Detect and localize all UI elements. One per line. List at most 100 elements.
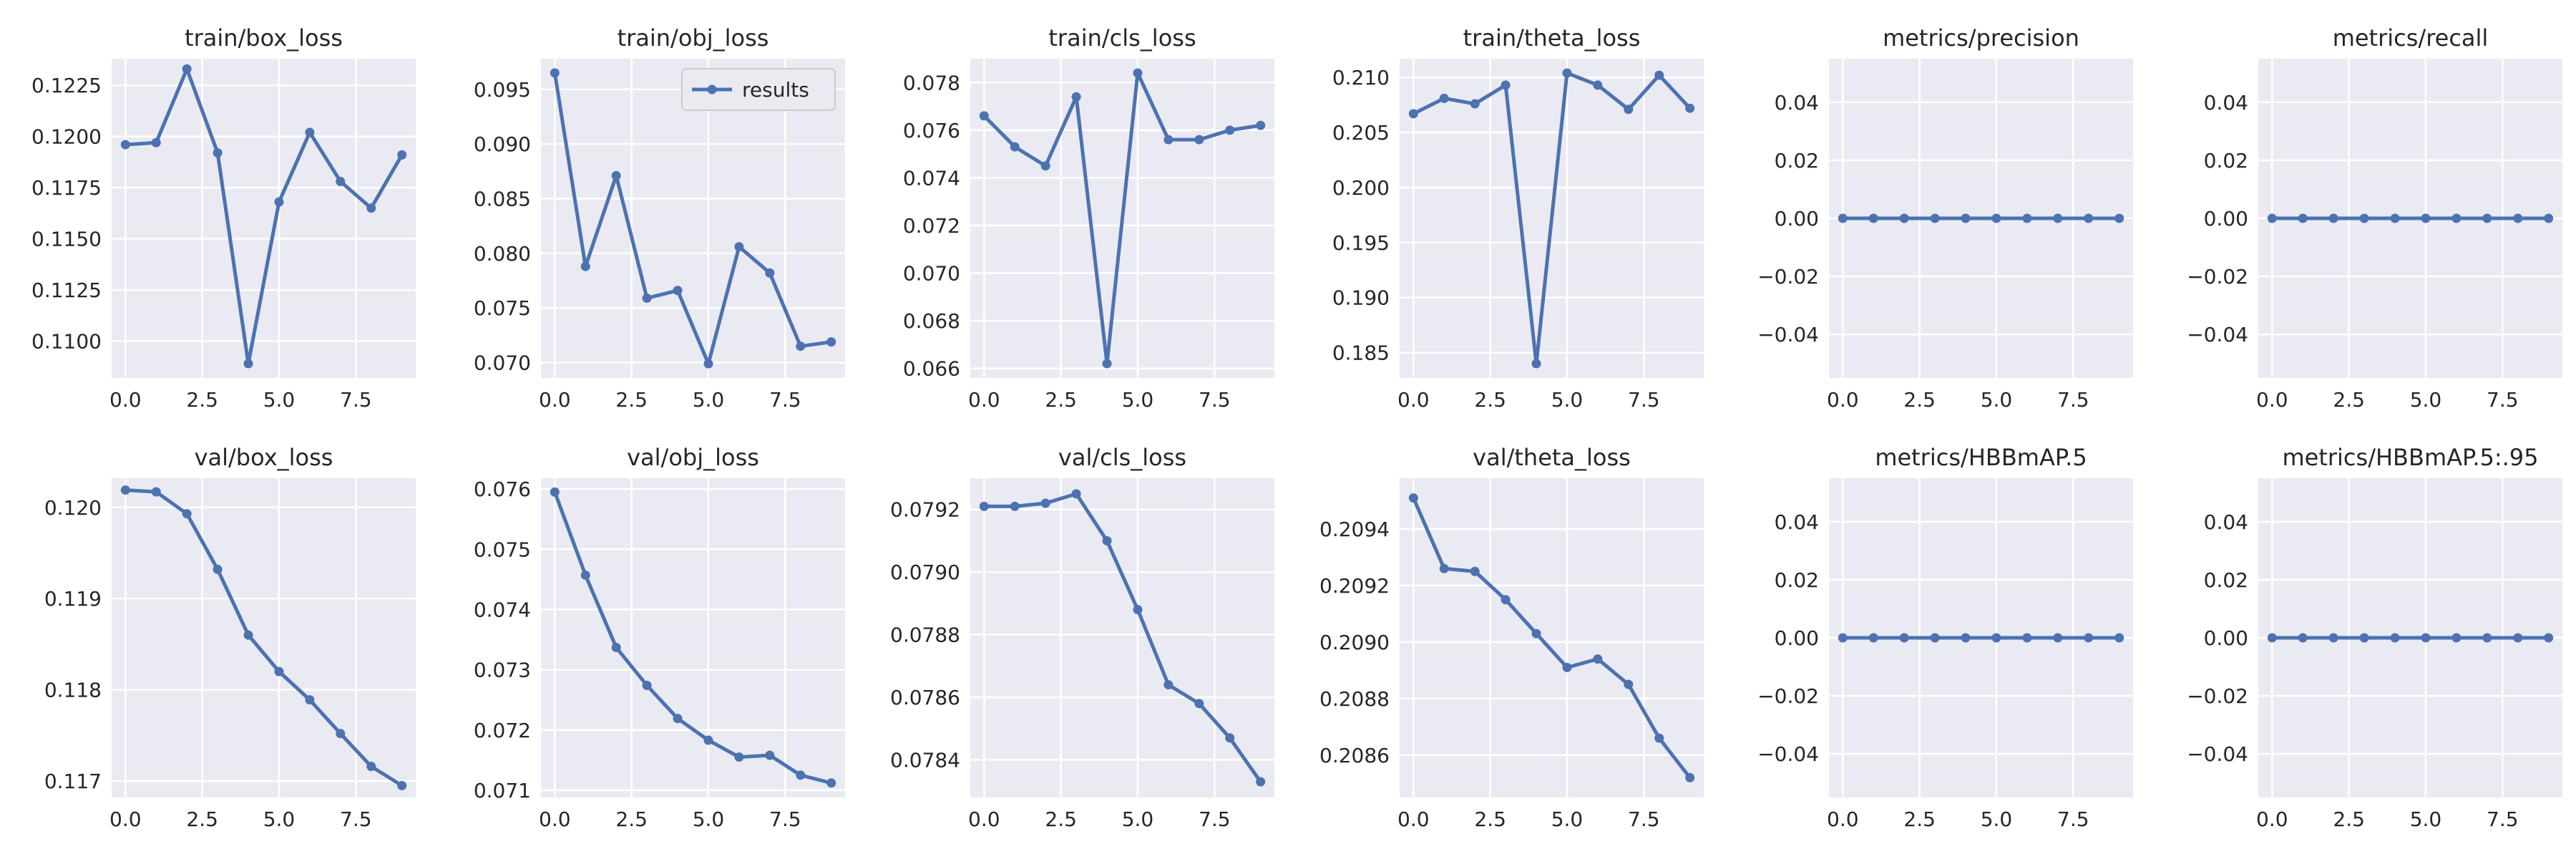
data-point [1470,566,1480,576]
y-tick-label: −0.04 [1757,742,1819,766]
y-tick-label: −0.02 [1757,265,1819,288]
data-point [151,487,161,497]
data-point [1010,142,1020,152]
val-box-loss-chart: val/box_loss 0.0 2.5 5.0 7.5 0.117 0.118 0.119 0… [44,444,416,831]
y-tick-label: 0.0790 [890,560,960,584]
y-tick-label: 0.072 [474,719,531,742]
data-point [1225,733,1235,743]
legend-box [681,68,836,111]
data-point [826,337,836,347]
y-tick-label: 0.00 [1775,626,1819,650]
x-tick-label: 2.5 [1045,807,1077,831]
y-tick-label: 0.076 [474,477,531,501]
chart-title: val/box_loss [195,444,333,471]
data-point [1408,493,1418,503]
legend: results [681,68,836,111]
data-point [550,68,560,78]
x-tick-label: 0.0 [109,388,142,412]
y-tick-label: 0.04 [1775,91,1819,115]
y-tick-label: 0.070 [903,262,960,286]
data-point [1225,125,1235,135]
x-tick-label: 2.5 [615,388,648,412]
x-tick-label: 5.0 [263,388,296,412]
y-tick-label: 0.04 [1775,510,1819,534]
data-point [1899,213,1909,223]
y-tick-label: 0.078 [903,71,960,94]
y-tick-label: 0.074 [903,166,960,190]
y-tick-label: 0.074 [474,598,531,621]
data-point [397,780,407,790]
data-point [796,770,806,780]
x-tick-label: 2.5 [1474,388,1506,412]
y-tick-label: 0.04 [2204,91,2248,115]
val-theta-loss-chart: val/theta_loss 0.0 2.5 5.0 7.5 0.2086 0.2088 0.… [1319,444,1704,831]
y-tick-label: −0.02 [1757,684,1819,708]
y-tick-label: 0.095 [474,78,531,102]
data-point [1624,105,1634,115]
train-theta-loss-chart: train/theta_loss 0.0 2.5 5.0 7.5 0.185 0.190 0.… [1332,24,1704,412]
data-point [2451,633,2462,643]
series-line [123,67,404,366]
data-point [2267,213,2277,223]
x-tick-label: 5.0 [1122,388,1154,412]
data-point [550,487,560,497]
data-point [2328,213,2338,223]
data-point [366,762,376,772]
data-point [1593,80,1603,90]
x-tick-label: 7.5 [2057,388,2089,412]
data-point [580,261,590,271]
y-tick-label: 0.04 [2204,510,2248,534]
data-point [703,735,713,745]
data-point [1991,213,2001,223]
data-point [1040,498,1050,508]
data-point [1470,99,1480,109]
y-tick-label: 0.0788 [890,623,960,647]
data-point [274,666,284,676]
y-tick-label: 0.090 [474,132,531,156]
data-point [2482,213,2492,223]
y-tick-label: 0.1225 [31,74,102,97]
data-point [2482,633,2492,643]
y-tick-label: 0.185 [1332,341,1390,365]
data-point [336,177,346,187]
data-point [2544,213,2554,223]
y-tick-label: 0.0792 [890,498,960,522]
y-tick-label: 0.075 [474,296,531,320]
data-point [979,501,989,511]
data-point [120,140,130,150]
data-point [1899,633,1909,643]
metrics-hbbmap-5-95-chart: metrics/HBBmAP.5:.95 0.0 2.5 5.0 7.5 −0.04 −0.… [2187,444,2562,831]
data-point [1439,563,1449,573]
data-point [1930,633,1940,643]
chart-title: train/obj_loss [618,24,769,52]
data-point [1102,359,1112,369]
chart-title: train/box_loss [185,24,343,52]
y-tick-label: 0.1100 [31,330,102,354]
data-point [2390,633,2400,643]
y-tick-label: 0.0786 [890,686,960,709]
y-tick-label: 0.00 [1775,207,1819,230]
x-tick-label: 2.5 [1474,807,1506,831]
data-point [1838,213,1848,223]
data-point [1930,213,1940,223]
x-tick-label: 5.0 [1981,807,2013,831]
legend-label: results [742,78,809,102]
data-point [1256,120,1266,130]
data-point [2359,633,2369,643]
x-tick-label: 5.0 [1551,388,1584,412]
y-tick-label: −0.04 [2187,742,2248,766]
data-point [1838,633,1848,643]
chart-title: val/cls_loss [1058,444,1186,471]
data-point [1194,699,1204,709]
data-point [1531,629,1541,639]
data-point [1685,772,1695,782]
y-tick-label: 0.080 [474,242,531,266]
data-point [1439,93,1449,103]
y-tick-label: 0.02 [1775,568,1819,592]
x-tick-label: 7.5 [769,807,801,831]
y-tick-label: 0.071 [474,779,531,802]
x-tick-label: 5.0 [1981,388,2013,412]
plot-area [1400,478,1704,797]
y-tick-label: 0.1150 [31,228,102,251]
data-point [182,64,192,74]
